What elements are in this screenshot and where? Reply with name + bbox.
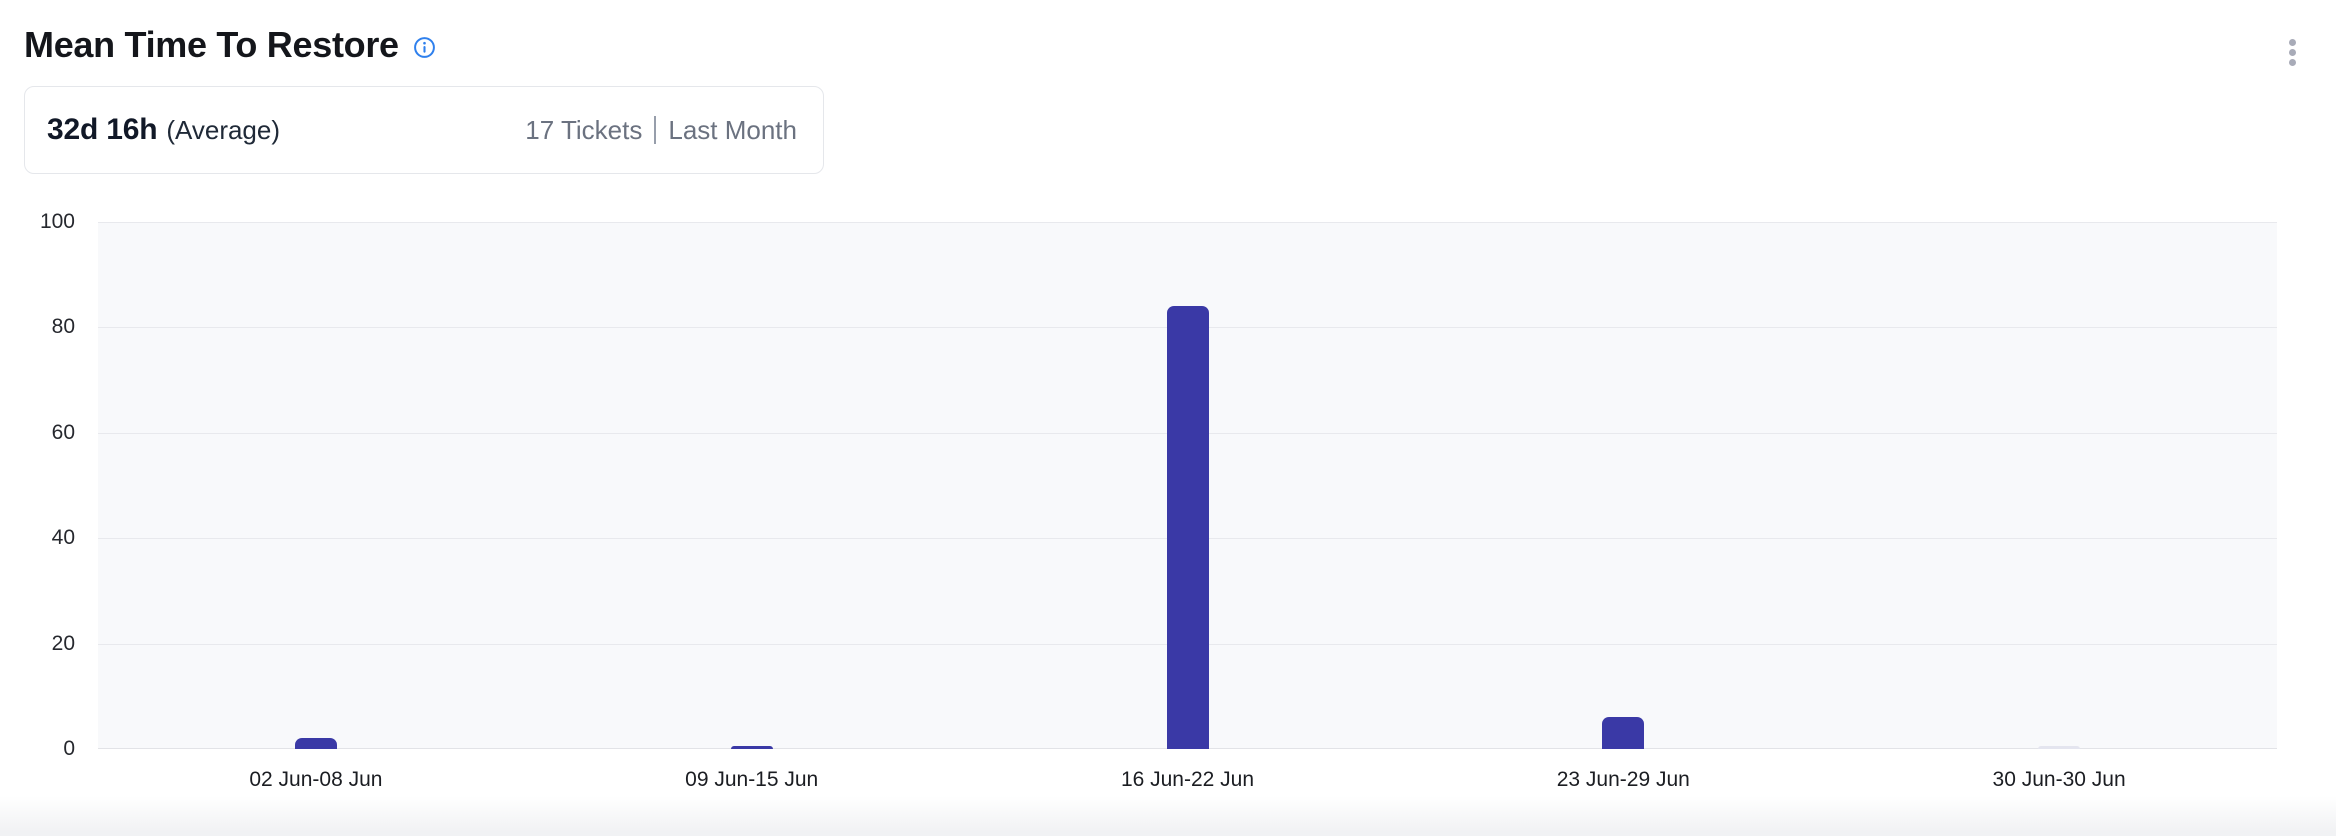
y-axis: 0 20 40 60 80 100 (0, 210, 75, 760)
summary-card: 32d 16h (Average) 17 Tickets Last Month (24, 86, 824, 174)
page-title: Mean Time To Restore (24, 24, 399, 65)
kebab-dot (2288, 58, 2296, 66)
bar-02 Jun-08 Jun[interactable] (294, 738, 337, 749)
average-label: (Average) (166, 115, 281, 145)
y-axis-tick: 40 (51, 526, 75, 550)
x-axis-label: 02 Jun-08 Jun (249, 768, 383, 791)
y-axis-tick: 60 (51, 420, 75, 444)
kebab-dot (2288, 48, 2296, 56)
bar-09 Jun-15 Jun[interactable] (730, 746, 773, 749)
kebab-dot (2288, 38, 2296, 46)
x-axis-label: 16 Jun-22 Jun (1120, 768, 1255, 791)
bar-16 Jun-22 Jun[interactable] (1166, 306, 1209, 749)
y-axis-tick: 80 (51, 315, 75, 339)
tickets-count: 17 Tickets (525, 114, 643, 145)
bar-30 Jun-30 Jun[interactable] (2038, 746, 2081, 749)
widget-header: Mean Time To Restore (24, 24, 437, 66)
x-axis-label: 30 Jun-30 Jun (1992, 768, 2126, 791)
meta-divider (654, 116, 657, 144)
y-axis-tick: 0 (63, 737, 75, 760)
plot-area (98, 222, 2277, 749)
period-label: Last Month (668, 114, 797, 145)
x-axis-label: 09 Jun-15 Jun (685, 768, 819, 791)
bar-23 Jun-29 Jun[interactable] (1602, 717, 1645, 749)
summary-average: 32d 16h (Average) (47, 113, 280, 147)
summary-meta: 17 Tickets Last Month (525, 115, 797, 146)
gridline-100 (98, 222, 2277, 223)
x-axis-label: 23 Jun-29 Jun (1556, 768, 1690, 791)
average-value: 32d 16h (47, 113, 158, 146)
info-icon-glyph (414, 36, 436, 58)
kebab-menu-button[interactable] (2278, 30, 2306, 74)
y-axis-tick: 100 (39, 210, 75, 233)
x-axis: 02 Jun-08 Jun 09 Jun-15 Jun 16 Jun-22 Jun 2… (98, 764, 2277, 792)
bottom-fade (0, 796, 2336, 836)
y-axis-tick: 20 (51, 631, 75, 655)
info-icon[interactable] (413, 35, 437, 59)
